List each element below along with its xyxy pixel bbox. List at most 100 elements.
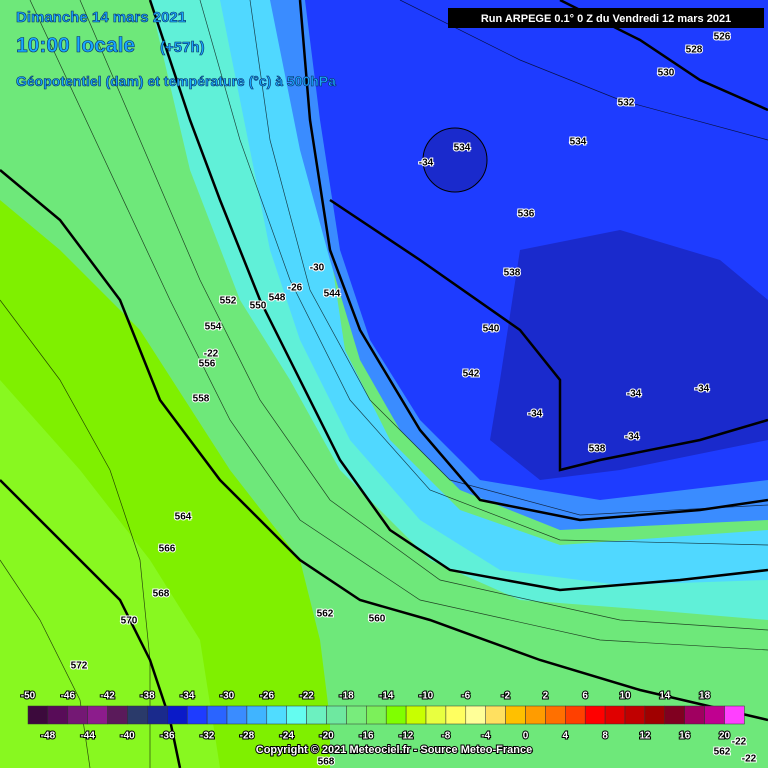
legend-bottom-label: 12	[639, 731, 651, 742]
legend-bottom-label: 16	[679, 731, 691, 742]
contour-label: 550	[250, 301, 267, 312]
legend-swatch	[624, 705, 646, 725]
run-box	[448, 8, 764, 28]
legend-bottom-label: 4	[563, 731, 569, 742]
legend-bottom-label: -44	[80, 731, 95, 742]
contour-label: -22	[204, 349, 219, 360]
contour-label: 526	[714, 32, 731, 43]
contour-label: -34	[627, 389, 642, 400]
contour-label: 544	[324, 289, 341, 300]
legend-bottom-label: -16	[359, 731, 374, 742]
legend-swatch	[425, 705, 447, 725]
legend-swatch	[147, 705, 168, 725]
legend-top-label: -22	[299, 691, 314, 702]
contour-label: 534	[570, 137, 587, 148]
contour-label: 564	[175, 512, 192, 523]
contour-label: 560	[369, 614, 386, 625]
legend-swatch	[266, 705, 287, 725]
legend-swatch	[167, 705, 188, 725]
legend-top-label: 10	[619, 691, 631, 702]
legend-swatch	[47, 705, 69, 725]
legend-swatch	[584, 705, 606, 725]
legend-top-label: 6	[582, 691, 588, 702]
contour-label: 542	[463, 369, 480, 380]
contour-label: 530	[658, 68, 675, 79]
legend-swatch	[306, 705, 327, 725]
contour-label: -34	[419, 158, 434, 169]
legend-top-label: -2	[501, 691, 510, 702]
legend-top-label: -38	[140, 691, 155, 702]
legend-swatch	[445, 705, 467, 725]
legend-swatch	[405, 705, 427, 725]
legend-top-label: -18	[339, 691, 354, 702]
legend-bottom-label: -40	[120, 731, 135, 742]
contour-label: -22	[742, 754, 757, 765]
legend-top-label: -42	[100, 691, 115, 702]
map-time: 10:00 locale	[16, 34, 135, 57]
legend-bottom-label: 20	[719, 731, 731, 742]
legend-bottom-label: -36	[160, 731, 175, 742]
contour-label: -30	[310, 263, 325, 274]
contour-label: 568	[153, 589, 170, 600]
legend-top-label: 2	[543, 691, 549, 702]
legend-swatch	[724, 705, 745, 725]
legend-swatch	[127, 705, 148, 725]
legend-swatch	[206, 705, 228, 725]
legend-swatch	[465, 705, 486, 725]
legend-top-label: -30	[220, 691, 235, 702]
legend-swatch	[67, 705, 88, 725]
contour-label: 538	[504, 268, 521, 279]
warmer-zone	[0, 380, 220, 768]
legend-swatch	[704, 705, 725, 725]
legend-bottom-label: -48	[41, 731, 56, 742]
contour-label: 538	[589, 444, 606, 455]
legend-bottom-label: -20	[319, 731, 334, 742]
legend-swatch	[604, 705, 626, 725]
legend-top-label: -6	[461, 691, 470, 702]
legend-swatch	[525, 705, 546, 725]
contour-label: 528	[686, 45, 703, 56]
contour-label: 556	[199, 359, 216, 370]
map-date: Dimanche 14 mars 2021	[16, 9, 186, 26]
legend-bottom-label: -32	[200, 731, 215, 742]
legend-top-label: -14	[379, 691, 394, 702]
legend-swatch	[565, 705, 586, 725]
contour-label: 568	[318, 757, 335, 768]
legend-swatch	[27, 705, 49, 725]
legend-top-label: -46	[61, 691, 76, 702]
contour-label: 570	[121, 616, 138, 627]
contour-label: 532	[618, 98, 635, 109]
legend-swatch	[186, 705, 208, 725]
contour-label: 554	[205, 322, 222, 333]
legend-swatch	[644, 705, 666, 725]
legend-swatch	[107, 705, 128, 725]
contour-label: 540	[483, 324, 500, 335]
legend-swatch	[684, 705, 705, 725]
contour-label: -34	[528, 409, 543, 420]
legend-bottom-label: -4	[481, 731, 490, 742]
legend-swatch	[385, 705, 407, 725]
cold-band	[220, 0, 768, 585]
legend-swatch	[286, 705, 307, 725]
legend-swatch	[246, 705, 268, 725]
copyright: Copyright © 2021 Meteociel.fr - Source M…	[256, 744, 532, 756]
legend-bottom-label: -12	[399, 731, 414, 742]
legend-top-label: 18	[699, 691, 711, 702]
legend-bottom-label: -24	[279, 731, 294, 742]
legend-swatch	[505, 705, 526, 725]
map-offset: (+57h)	[160, 39, 205, 56]
cold-pool	[422, 127, 488, 193]
legend-bottom-label: 8	[602, 731, 608, 742]
run-info: Run ARPEGE 0.1° 0 Z du Vendredi 12 mars …	[481, 13, 731, 25]
contour-label: -26	[288, 283, 303, 294]
legend-bottom-label: 0	[523, 731, 529, 742]
contour-label: 562	[714, 747, 731, 758]
legend-bottom-label: -8	[441, 731, 450, 742]
contour-label: 566	[159, 544, 176, 555]
legend-top-label: -26	[260, 691, 275, 702]
legend-swatch	[226, 705, 248, 725]
